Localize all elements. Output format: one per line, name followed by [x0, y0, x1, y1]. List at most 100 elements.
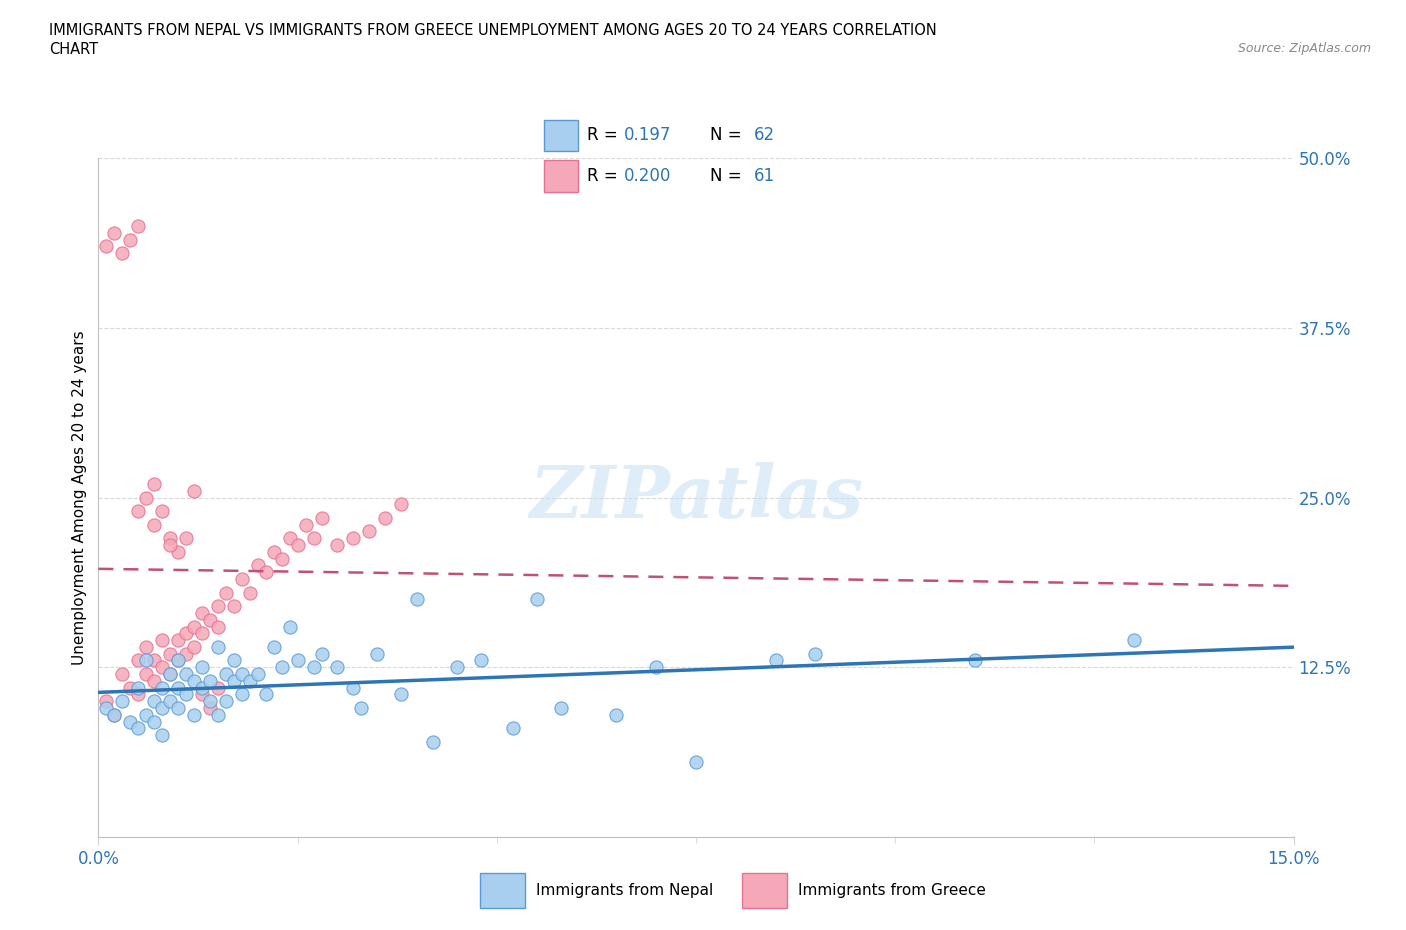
Point	[127, 687, 149, 702]
Point	[287, 653, 309, 668]
Point	[150, 660, 173, 675]
Point	[215, 694, 238, 709]
Point	[135, 667, 157, 682]
Point	[167, 680, 190, 695]
Text: CHART: CHART	[49, 42, 98, 57]
Point	[231, 687, 253, 702]
Point	[167, 544, 190, 559]
Point	[120, 714, 142, 729]
Point	[143, 517, 166, 532]
Point	[191, 687, 214, 702]
Text: N =: N =	[710, 126, 747, 144]
Point	[159, 694, 181, 709]
Point	[246, 558, 269, 573]
Point	[167, 653, 190, 668]
Text: 0.200: 0.200	[624, 167, 671, 185]
Point	[198, 700, 221, 715]
Point	[350, 700, 373, 715]
Point	[143, 714, 166, 729]
Point	[446, 660, 468, 675]
Text: IMMIGRANTS FROM NEPAL VS IMMIGRANTS FROM GREECE UNEMPLOYMENT AMONG AGES 20 TO 24: IMMIGRANTS FROM NEPAL VS IMMIGRANTS FROM…	[49, 23, 936, 38]
Point	[103, 708, 125, 723]
Point	[342, 531, 364, 546]
Point	[311, 511, 333, 525]
Point	[143, 476, 166, 491]
Point	[103, 225, 125, 240]
Point	[150, 504, 173, 519]
Point	[550, 700, 572, 715]
Point	[127, 680, 149, 695]
Point	[963, 653, 986, 668]
Point	[143, 673, 166, 688]
Point	[359, 525, 381, 539]
Text: 62: 62	[754, 126, 775, 144]
Point	[645, 660, 668, 675]
Point	[207, 640, 229, 655]
Point	[231, 667, 253, 682]
Point	[198, 694, 221, 709]
Text: Immigrants from Greece: Immigrants from Greece	[799, 883, 986, 898]
Point	[191, 626, 214, 641]
Point	[239, 585, 262, 600]
Point	[191, 680, 214, 695]
Point	[159, 646, 181, 661]
Point	[207, 599, 229, 614]
Point	[183, 484, 205, 498]
Bar	[742, 872, 787, 909]
Point	[326, 660, 349, 675]
Point	[263, 544, 285, 559]
Text: R =: R =	[586, 167, 623, 185]
Point	[246, 667, 269, 682]
Point	[389, 497, 412, 512]
Point	[1123, 632, 1146, 647]
Point	[174, 531, 197, 546]
Point	[174, 626, 197, 641]
Point	[159, 538, 181, 552]
Point	[366, 646, 388, 661]
Point	[804, 646, 827, 661]
Point	[150, 632, 173, 647]
Point	[127, 219, 149, 233]
Point	[685, 755, 707, 770]
Point	[191, 660, 214, 675]
Point	[167, 653, 190, 668]
Point	[207, 619, 229, 634]
Point	[183, 640, 205, 655]
Point	[302, 660, 325, 675]
Point	[526, 592, 548, 607]
Point	[215, 585, 238, 600]
Point	[183, 708, 205, 723]
Text: Immigrants from Nepal: Immigrants from Nepal	[536, 883, 713, 898]
Point	[127, 721, 149, 736]
Point	[239, 673, 262, 688]
Point	[278, 531, 301, 546]
Text: N =: N =	[710, 167, 747, 185]
Point	[207, 708, 229, 723]
Point	[174, 646, 197, 661]
Text: R =: R =	[586, 126, 623, 144]
Point	[150, 700, 173, 715]
Point	[278, 619, 301, 634]
Point	[135, 708, 157, 723]
Point	[127, 504, 149, 519]
Point	[174, 687, 197, 702]
Point	[254, 565, 277, 579]
Point	[96, 239, 118, 254]
Point	[222, 599, 245, 614]
Point	[111, 246, 134, 260]
Point	[302, 531, 325, 546]
Point	[150, 680, 173, 695]
Point	[207, 680, 229, 695]
Text: 0.197: 0.197	[624, 126, 671, 144]
Point	[103, 708, 125, 723]
Point	[342, 680, 364, 695]
Point	[150, 727, 173, 742]
Point	[254, 687, 277, 702]
Point	[406, 592, 429, 607]
Point	[135, 640, 157, 655]
Point	[183, 619, 205, 634]
Point	[198, 673, 221, 688]
Point	[270, 551, 292, 566]
Point	[174, 667, 197, 682]
Point	[167, 632, 190, 647]
